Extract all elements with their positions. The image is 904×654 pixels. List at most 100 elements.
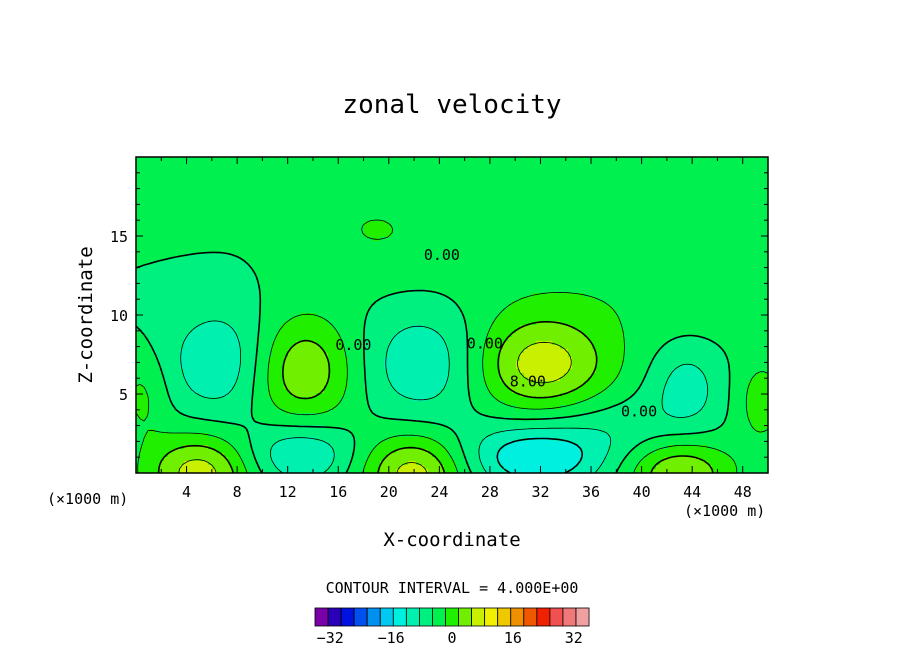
contour-fill-cell — [360, 265, 365, 270]
contour-fill-cell — [576, 257, 581, 262]
contour-fill-cell — [272, 185, 277, 190]
contour-fill-cell — [764, 273, 769, 278]
contour-fill-cell — [436, 265, 441, 270]
contour-fill-cell — [216, 181, 221, 186]
contour-fill-cell — [660, 237, 665, 242]
contour-fill-cell — [456, 225, 461, 230]
contour-fill-cell — [760, 189, 765, 194]
contour-fill-cell — [680, 189, 685, 194]
contour-fill-cell — [496, 273, 501, 278]
contour-fill-cell — [724, 193, 729, 198]
contour-fill-cell — [136, 217, 141, 222]
contour-fill-cell — [144, 225, 149, 230]
contour-fill-cell — [644, 241, 649, 246]
contour-fill-cell — [696, 177, 701, 182]
contour-fill-cell — [656, 229, 661, 234]
contour-fill-cell — [700, 165, 705, 170]
contour-fill-cell — [144, 193, 149, 198]
contour-fill-cell — [376, 189, 381, 194]
contour-fill-cell — [556, 189, 561, 194]
contour-fill-cell — [568, 253, 573, 258]
contour-fill-cell — [272, 281, 277, 286]
contour-fill-cell — [248, 269, 253, 274]
contour-fill-cell — [192, 257, 197, 262]
contour-fill-cell — [400, 181, 405, 186]
contour-fill-cell — [280, 161, 285, 166]
contour-fill-cell — [296, 269, 301, 274]
contour-fill-cell — [324, 173, 329, 178]
contour-fill-cell — [544, 229, 549, 234]
contour-fill-cell — [616, 229, 621, 234]
contour-fill-cell — [620, 249, 625, 254]
contour-fill-cell — [428, 241, 433, 246]
contour-fill-cell — [356, 201, 361, 206]
contour-fill-cell — [272, 261, 277, 266]
contour-fill-cell — [184, 217, 189, 222]
contour-fill-cell — [244, 245, 249, 250]
contour-fill-cell — [180, 193, 185, 198]
contour-fill-cell — [488, 245, 493, 250]
contour-fill-cell — [152, 197, 157, 202]
contour-fill-cell — [520, 201, 525, 206]
contour-fill-cell — [712, 253, 717, 258]
contour-fill-cell — [240, 185, 245, 190]
contour-fill-cell — [236, 237, 241, 242]
contour-fill-cell — [184, 205, 189, 210]
contour-fill-cell — [724, 273, 729, 278]
contour-fill-cell — [428, 169, 433, 174]
contour-fill-cell — [552, 197, 557, 202]
contour-fill-cell — [620, 241, 625, 246]
contour-fill-cell — [504, 273, 509, 278]
contour-fill-cell — [760, 277, 765, 282]
contour-fill-cell — [728, 161, 733, 166]
contour-fill-cell — [380, 185, 385, 190]
contour-fill-cell — [344, 253, 349, 258]
contour-fill-cell — [660, 205, 665, 210]
contour-fill-cell — [624, 173, 629, 178]
contour-fill-cell — [328, 165, 333, 170]
contour-fill-cell — [328, 281, 333, 286]
contour-fill-cell — [460, 213, 465, 218]
contour-fill-cell — [188, 173, 193, 178]
contour-fill-cell — [528, 185, 533, 190]
contour-fill-cell — [152, 169, 157, 174]
contour-fill-cell — [624, 205, 629, 210]
contour-fill-cell — [324, 177, 329, 182]
contour-fill-cell — [756, 201, 761, 206]
contour-fill-cell — [440, 261, 445, 266]
contour-fill-cell — [240, 201, 245, 206]
contour-fill-cell — [248, 193, 253, 198]
contour-fill-cell — [424, 269, 429, 274]
contour-fill-cell — [308, 257, 313, 262]
contour-fill-cell — [428, 237, 433, 242]
contour-fill-cell — [460, 169, 465, 174]
contour-fill-cell — [140, 157, 145, 162]
contour-fill-cell — [636, 205, 641, 210]
contour-fill-cell — [764, 185, 769, 190]
contour-fill-cell — [352, 269, 357, 274]
contour-fill-cell — [328, 217, 333, 222]
contour-fill-cell — [648, 201, 653, 206]
contour-fill-cell — [284, 265, 289, 270]
contour-fill-cell — [708, 265, 713, 270]
contour-fill-cell — [380, 213, 385, 218]
contour-fill-cell — [476, 201, 481, 206]
contour-fill-cell — [680, 217, 685, 222]
contour-fill-cell — [696, 261, 701, 266]
contour-fill-cell — [376, 205, 381, 210]
contour-fill-cell — [596, 197, 601, 202]
contour-fill-cell — [596, 161, 601, 166]
contour-fill-cell — [244, 173, 249, 178]
contour-fill-cell — [496, 209, 501, 214]
contour-fill-cell — [344, 173, 349, 178]
contour-fill-cell — [212, 229, 217, 234]
contour-fill-cell — [312, 273, 317, 278]
contour-fill-cell — [228, 173, 233, 178]
contour-fill-cell — [200, 233, 205, 238]
contour-fill-cell — [692, 269, 697, 274]
contour-fill-cell — [268, 237, 273, 242]
contour-fill-cell — [608, 185, 613, 190]
contour-fill-cell — [636, 185, 641, 190]
contour-fill-cell — [164, 209, 169, 214]
contour-fill-cell — [676, 189, 681, 194]
